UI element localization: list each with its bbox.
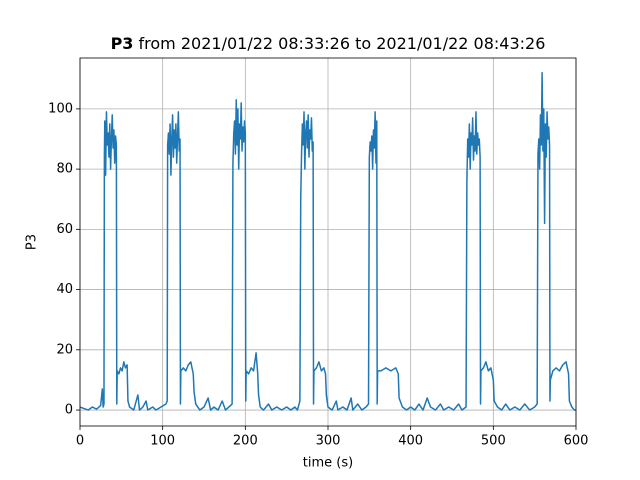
x-tick-label: 0 [76,434,84,449]
y-tick-label: 60 [56,222,73,237]
y-tick-label: 0 [65,403,73,418]
chart-title: P3 from 2021/01/22 08:33:26 to 2021/01/2… [111,34,546,53]
x-tick-label: 400 [398,434,423,449]
x-tick-label: 200 [233,434,258,449]
plot-frame [79,57,577,427]
x-tick-label: 300 [316,434,341,449]
y-tick-label: 100 [48,101,73,116]
y-tick-label: 80 [56,162,73,177]
x-tick-label: 600 [564,434,589,449]
y-tick-label: 40 [56,282,73,297]
x-axis-label: time (s) [303,456,353,471]
x-tick-label: 100 [150,434,175,449]
y-axis-label: P3 [25,234,40,250]
data-line [80,72,576,411]
x-tick-label: 500 [481,434,506,449]
y-tick-label: 20 [56,342,73,357]
title-name: P3 [111,34,134,53]
title-text: from 2021/01/22 08:33:26 to 2021/01/22 0… [139,34,546,53]
